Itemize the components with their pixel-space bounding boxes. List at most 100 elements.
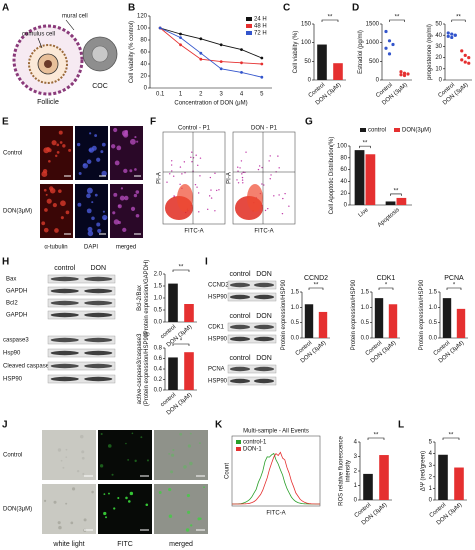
event — [183, 161, 186, 163]
legend-label: DON-1 — [243, 447, 262, 453]
event — [191, 161, 193, 163]
event — [207, 208, 209, 211]
event — [197, 164, 199, 167]
cell — [88, 148, 92, 152]
micrograph — [98, 484, 152, 534]
x-tick-label: Apoptosis — [377, 207, 401, 229]
blot-strip — [227, 364, 277, 374]
data-point — [219, 60, 223, 63]
cell — [127, 500, 131, 503]
cell — [120, 187, 124, 190]
cell — [58, 189, 62, 193]
blot-label: caspase3 — [3, 338, 29, 344]
blot-label: Bax — [6, 277, 16, 283]
y-tick-label: 30 — [435, 44, 442, 50]
cell — [113, 192, 118, 197]
legend-swatch — [236, 440, 241, 444]
legend-label: 72 H — [254, 31, 267, 37]
event — [181, 173, 183, 175]
event — [281, 212, 284, 215]
blot-band — [50, 350, 79, 356]
bar — [318, 311, 328, 338]
data-point — [446, 34, 450, 38]
significance-bracket — [367, 437, 385, 440]
blot-strip — [47, 310, 116, 320]
cell — [203, 486, 205, 489]
micrograph — [154, 484, 208, 534]
cell — [77, 202, 82, 207]
y-tick-label: 120 — [137, 14, 148, 20]
bar — [304, 304, 314, 338]
y-axis-label: Protein expression/HSP90 — [281, 279, 287, 350]
significance-label: ** — [456, 15, 461, 21]
cell — [58, 130, 63, 135]
cell — [190, 524, 193, 527]
blot-strip — [47, 298, 116, 308]
y-tick-label: 1500 — [366, 22, 380, 28]
y-tick-label: 1.5 — [154, 284, 163, 290]
event — [237, 170, 239, 172]
y-tick-label: 0.5 — [429, 320, 438, 326]
bar — [456, 308, 466, 338]
y-tick-label: 3 — [354, 454, 358, 460]
cell — [124, 195, 129, 201]
event — [273, 195, 275, 197]
cell — [183, 465, 187, 469]
data-point — [158, 26, 162, 30]
y-tick-label: 20 — [435, 55, 442, 61]
significance-bracket — [451, 19, 466, 22]
cell — [119, 195, 125, 201]
blot-band — [253, 294, 275, 300]
y-axis-label: (Protein expression/HSP90) — [144, 332, 150, 406]
legend-swatch — [246, 24, 252, 28]
y-tick-label: 0 — [144, 86, 148, 92]
data-point — [240, 61, 243, 65]
bar — [363, 473, 373, 500]
blot-band — [253, 282, 275, 288]
data-point — [460, 49, 464, 53]
event — [240, 160, 243, 162]
data-point — [240, 48, 243, 51]
event — [241, 179, 244, 181]
data-point — [463, 60, 467, 64]
y-tick-label: 0.6 — [154, 356, 163, 362]
blot-strip — [227, 280, 277, 290]
cell — [53, 500, 57, 504]
y-axis-label: progesterone (ng/ml) — [427, 24, 433, 80]
event — [208, 195, 211, 197]
event — [278, 167, 280, 169]
lane-header: control — [54, 265, 75, 272]
cell — [97, 228, 102, 233]
cell — [45, 193, 48, 196]
cell — [124, 130, 128, 134]
x-axis-label: Concentration of DON (μM) — [174, 101, 247, 107]
cell — [130, 206, 136, 212]
blot-strip — [47, 286, 116, 296]
event — [197, 192, 200, 194]
panel-label: J — [2, 420, 8, 431]
cell — [94, 134, 98, 137]
event — [196, 186, 198, 188]
event — [173, 195, 175, 197]
cell — [91, 216, 95, 221]
data-point — [460, 58, 464, 62]
column-label: merged — [116, 245, 136, 251]
cell — [171, 453, 175, 457]
bar — [317, 44, 327, 80]
event — [198, 211, 200, 213]
data-point — [260, 62, 264, 66]
event — [170, 164, 173, 166]
cell — [103, 217, 107, 220]
blot-band — [50, 363, 79, 369]
bar — [379, 455, 389, 500]
panel-label: F — [150, 117, 156, 128]
cell — [136, 140, 139, 143]
y-tick-label: 150 — [301, 22, 312, 28]
significance-label: ** — [394, 188, 399, 194]
cell — [158, 491, 162, 494]
significance-bracket — [390, 193, 402, 196]
event — [190, 156, 192, 159]
cell — [56, 143, 60, 147]
cell — [81, 450, 85, 454]
legend-swatch — [246, 31, 252, 35]
